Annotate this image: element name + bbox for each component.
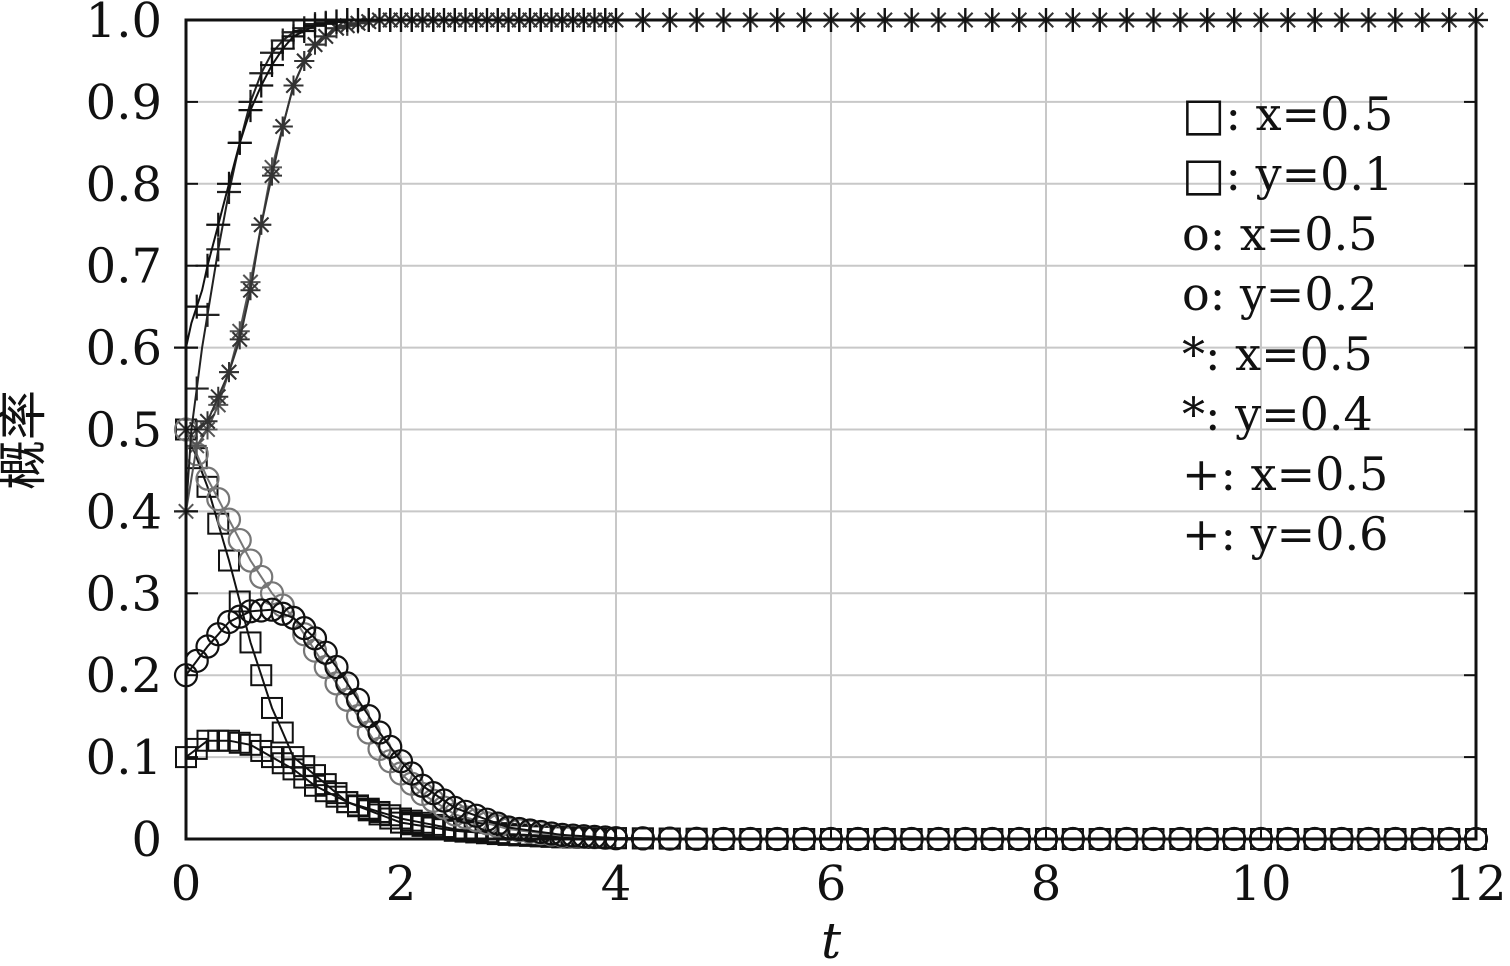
y-tick-label: 0.6 [86,321,162,377]
plus-marker [281,24,306,49]
ticks: 0 2 4 6 8 10 12 0 0.1 0.2 0.3 0.4 0.5 0.6 0.7 0.8 0.9 1.0 [86,0,1507,912]
square-marker [250,664,273,687]
y-tick-label: 0.5 [86,403,162,459]
legend-entry: +: x=0.5 [1182,447,1388,501]
legend-entry: *: y=0.4 [1182,387,1373,441]
x-tick-label: 12 [1445,856,1506,912]
y-tick-label: 0.2 [86,648,162,704]
x-tick-label: 10 [1230,856,1291,912]
circle-marker [474,807,500,832]
legend-entry: o: y=0.2 [1182,267,1378,321]
star-marker [219,362,239,383]
legend: □: x=0.5 □: y=0.1 o: x=0.5 o: y=0.2 *: x=0.5… [1182,87,1393,561]
plus-marker [217,171,241,196]
y-tick-label: 0.1 [86,730,162,786]
plus-marker [324,9,349,34]
square-marker [207,512,230,535]
plus-marker [249,73,274,98]
y-axis-label: 概率 [0,390,52,490]
plus-marker [238,98,263,123]
circle-marker [464,803,489,828]
legend-entry: o: x=0.5 [1182,207,1377,261]
circle-marker [216,507,242,532]
x-tick-label: 8 [1031,856,1062,912]
plus-marker [206,237,231,262]
x-tick-label: 0 [171,856,202,912]
legend-entry: □: x=0.5 [1182,87,1393,141]
star-marker [229,329,250,350]
plus-marker [270,36,295,61]
star-marker [262,165,282,186]
plus-marker [292,19,317,44]
star-marker [197,411,218,432]
legend-entry: +: y=0.6 [1182,507,1388,561]
star-marker [283,75,304,96]
y-tick-label: 0.8 [86,157,162,213]
circle-marker [442,795,467,820]
square-marker [239,631,262,654]
plus-marker [184,294,209,319]
y-tick-label: 0.7 [86,239,162,295]
plus-marker [313,11,338,36]
circle-marker [216,609,242,635]
star-marker [294,50,315,71]
plus-marker [303,13,327,38]
star-marker [240,280,261,301]
y-tick-label: 0 [131,812,162,868]
legend-entry: □: y=0.1 [1182,147,1393,201]
circle-marker [453,799,478,824]
y-tick-label: 0.9 [86,75,162,131]
circle-marker [259,597,285,622]
y-tick-label: 1.0 [86,0,162,49]
y-tick-label: 0.3 [86,566,162,622]
star-marker [208,386,229,407]
x-axis-label: t [821,912,842,966]
circle-marker [195,466,220,491]
square-marker [261,696,283,719]
star-marker [186,435,207,456]
square-marker [271,721,294,744]
plus-marker [260,53,284,78]
plus-marker [195,253,220,278]
x-tick-label: 2 [386,856,417,912]
plus-marker [227,130,252,155]
plus-marker [184,376,209,401]
legend-entry: *: x=0.5 [1182,327,1373,381]
plus-marker [206,212,231,237]
star-marker [305,34,325,55]
y-tick-label: 0.4 [86,484,162,540]
x-tick-label: 4 [601,856,632,912]
circle-marker [206,487,231,512]
circle-marker [227,604,252,629]
circle-marker [270,601,295,626]
star-marker [251,214,272,235]
star-marker [315,26,336,47]
x-tick-label: 6 [816,856,847,912]
circle-marker [227,527,252,553]
star-marker [272,116,293,137]
